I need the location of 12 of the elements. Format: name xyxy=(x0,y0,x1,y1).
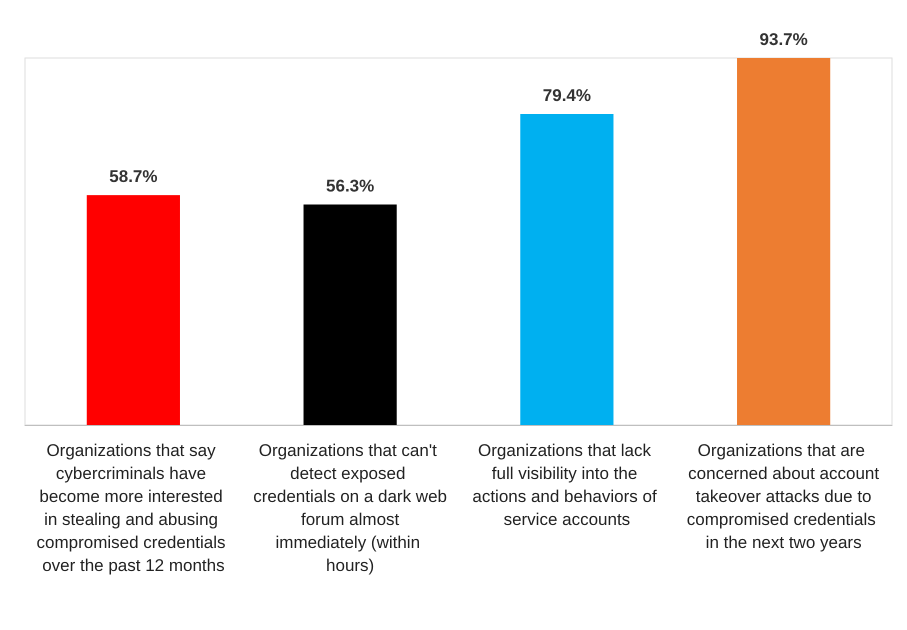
bar xyxy=(520,114,614,425)
x-tick-label: Organizations that lack full visibility into the actions and behaviors of service accounts xyxy=(472,441,662,529)
data-label: 79.4% xyxy=(542,86,591,106)
bar xyxy=(86,195,180,425)
bar xyxy=(737,58,830,425)
bar xyxy=(304,204,397,425)
data-label: 58.7% xyxy=(109,167,158,186)
x-tick-label: Organizations that can't detect exposed credentials on a dark web forum almost immediately (within hours) xyxy=(253,441,447,575)
data-label: 56.3% xyxy=(326,176,374,196)
x-tick-label: Organizations that say cybercriminals have become more interested in stealing and abusing compromised credentials over the past 12 months xyxy=(36,441,230,575)
x-tick-label: Organizations that are concerned about account takeover attacks due to compromised credentials in the next two years xyxy=(686,441,880,552)
data-label: 93.7% xyxy=(760,30,808,49)
